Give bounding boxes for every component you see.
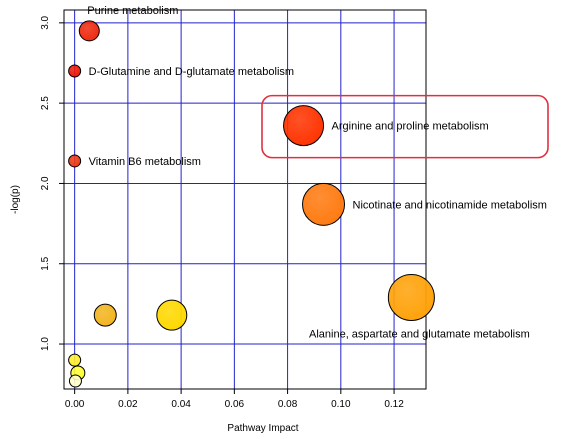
y-tick-label: 2.5 — [40, 96, 51, 110]
point-label-3: Vitamin B6 metabolism — [89, 156, 201, 168]
y-tick-label: 1.5 — [40, 256, 51, 270]
point-5 — [387, 273, 435, 321]
point-2 — [283, 105, 325, 147]
point-7 — [156, 299, 188, 331]
y-tick-label: 2.0 — [40, 176, 51, 190]
point-label-2: Arginine and proline metabolism — [332, 121, 489, 133]
points-layer — [68, 20, 435, 388]
point-label-5: Alanine, aspartate and glutamate metabol… — [309, 328, 530, 340]
point-label-1: D-Glutamine and D-glutamate metabolism — [89, 66, 294, 78]
point-6 — [93, 303, 117, 327]
y-tick-label: 1.0 — [40, 337, 51, 351]
x-tick-label: 0.02 — [118, 399, 138, 410]
point-3 — [68, 154, 82, 168]
x-tick-label: 0.00 — [65, 399, 85, 410]
point-0 — [78, 20, 100, 42]
point-10 — [68, 374, 82, 388]
highlight-box — [261, 94, 549, 159]
y-axis: 1.0 1.5 2.0 2.5 3.0 — [40, 15, 64, 351]
x-tick-label: 0.08 — [278, 399, 298, 410]
x-tick-label: 0.12 — [384, 399, 404, 410]
x-tick-label: 0.06 — [225, 399, 245, 410]
point-label-0: Purine metabolism — [87, 5, 178, 17]
x-axis: 0.00 0.02 0.04 0.06 0.08 0.10 0.12 — [65, 389, 404, 410]
x-axis-title: Pathway Impact — [227, 423, 298, 434]
x-tick-label: 0.04 — [171, 399, 191, 410]
x-tick-label: 0.10 — [331, 399, 351, 410]
point-4 — [302, 182, 346, 226]
plot-frame — [63, 9, 427, 390]
highlight-layer — [261, 94, 549, 159]
point-label-4: Nicotinate and nicotinamide metabolism — [353, 199, 547, 211]
point-labels: Purine metabolism D-Glutamine and D-gluta… — [87, 5, 547, 341]
point-1 — [68, 64, 82, 78]
y-axis-title: -log(p) — [10, 185, 21, 214]
point-8 — [68, 353, 82, 367]
y-tick-label: 3.0 — [40, 15, 51, 29]
